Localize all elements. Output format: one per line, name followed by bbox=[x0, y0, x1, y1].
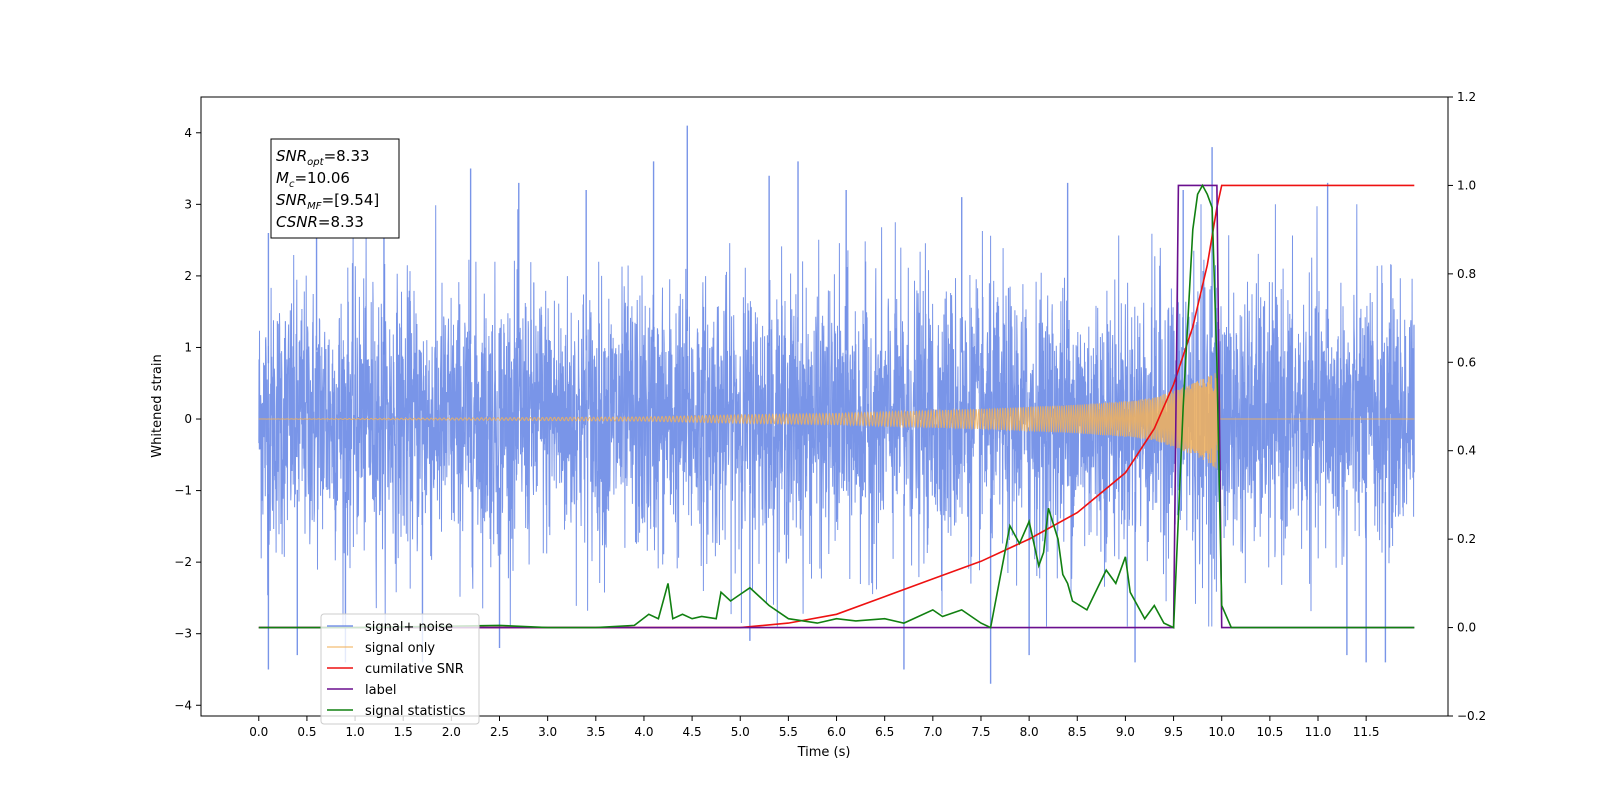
y-right-tick-label: 0.8 bbox=[1457, 267, 1476, 281]
y-axis-left: −4 −3 −2 −1 0 1 2 3 4 bbox=[174, 126, 201, 712]
series-signal-only bbox=[258, 373, 1415, 469]
annotation-line: CSNR=8.33 bbox=[276, 213, 364, 231]
x-tick-label: 6.5 bbox=[875, 725, 894, 739]
annotation-line: SNRopt=8.33 bbox=[276, 147, 370, 168]
x-axis: 0.0 0.5 1.0 1.5 2.0 2.5 3.0 3.5 4.0 4.5 5.0 5.5 6.0 6… bbox=[249, 716, 1380, 739]
y-right-tick-label: −0.2 bbox=[1457, 709, 1486, 723]
x-tick-label: 0.0 bbox=[249, 725, 268, 739]
x-tick-label: 0.5 bbox=[297, 725, 316, 739]
y-axis-right: −0.2 0.0 0.2 0.4 0.6 0.8 1.0 1.2 bbox=[1448, 90, 1486, 723]
x-tick-label: 11.0 bbox=[1305, 725, 1332, 739]
y-tick-label: 0 bbox=[184, 412, 192, 426]
x-tick-label: 3.0 bbox=[538, 725, 557, 739]
x-tick-label: 2.0 bbox=[442, 725, 461, 739]
legend-item: signal statistics bbox=[327, 704, 466, 719]
legend-label: label bbox=[365, 683, 396, 698]
y-tick-label: −1 bbox=[174, 484, 192, 498]
y-tick-label: 4 bbox=[184, 126, 192, 140]
legend-item: label bbox=[327, 683, 396, 698]
x-tick-label: 10.0 bbox=[1208, 725, 1235, 739]
y-tick-label: −4 bbox=[174, 698, 192, 712]
x-tick-label: 7.5 bbox=[971, 725, 990, 739]
x-tick-label: 6.0 bbox=[827, 725, 846, 739]
y-tick-label: 1 bbox=[184, 340, 192, 354]
x-tick-label: 8.5 bbox=[1068, 725, 1087, 739]
axes-frame bbox=[200, 96, 1449, 717]
y-right-tick-label: 0.2 bbox=[1457, 532, 1476, 546]
legend-item: signal+ noise bbox=[327, 620, 453, 635]
legend-frame bbox=[320, 613, 480, 725]
y-tick-label: 3 bbox=[184, 197, 192, 211]
annotation-line: SNRMF=[9.54] bbox=[276, 191, 379, 212]
x-axis-label: Time (s) bbox=[797, 745, 851, 760]
legend-label: signal only bbox=[365, 641, 435, 656]
y-tick-label: 2 bbox=[184, 269, 192, 283]
y-tick-label: −3 bbox=[174, 627, 192, 641]
annotation-line: Mc=10.06 bbox=[276, 169, 350, 190]
series-cumilative-snr bbox=[258, 184, 1415, 629]
x-tick-label: 5.0 bbox=[731, 725, 750, 739]
legend-item: signal only bbox=[327, 641, 435, 656]
x-tick-label: 4.5 bbox=[683, 725, 702, 739]
legend: signal+ noise signal only cumilative SNR la… bbox=[320, 613, 480, 725]
y-axis-label: Whitened strain bbox=[150, 354, 165, 457]
legend-item: cumilative SNR bbox=[327, 662, 464, 677]
x-tick-label: 11.5 bbox=[1353, 725, 1380, 739]
series-signal-noise bbox=[258, 204, 1415, 627]
x-tick-label: 5.5 bbox=[779, 725, 798, 739]
y-right-tick-label: 0.4 bbox=[1457, 444, 1476, 458]
x-tick-label: 1.0 bbox=[346, 725, 365, 739]
y-right-tick-label: 0.0 bbox=[1457, 621, 1476, 635]
x-tick-label: 9.5 bbox=[1164, 725, 1183, 739]
y-right-tick-label: 1.2 bbox=[1457, 90, 1476, 104]
x-tick-label: 9.0 bbox=[1116, 725, 1135, 739]
x-tick-label: 4.0 bbox=[634, 725, 653, 739]
annotation-frame bbox=[270, 138, 400, 239]
y-right-tick-label: 1.0 bbox=[1457, 178, 1476, 192]
legend-label: signal+ noise bbox=[365, 620, 453, 635]
legend-label: signal statistics bbox=[365, 704, 466, 719]
legend-label: cumilative SNR bbox=[365, 662, 464, 677]
y-tick-label: −2 bbox=[174, 555, 192, 569]
series-signal-statistics bbox=[258, 183, 1415, 629]
x-tick-label: 3.5 bbox=[586, 725, 605, 739]
y-right-tick-label: 0.6 bbox=[1457, 355, 1476, 369]
x-tick-label: 1.5 bbox=[394, 725, 413, 739]
x-tick-label: 2.5 bbox=[490, 725, 509, 739]
x-tick-label: 7.0 bbox=[923, 725, 942, 739]
x-tick-label: 8.0 bbox=[1020, 725, 1039, 739]
x-tick-label: 10.5 bbox=[1256, 725, 1283, 739]
